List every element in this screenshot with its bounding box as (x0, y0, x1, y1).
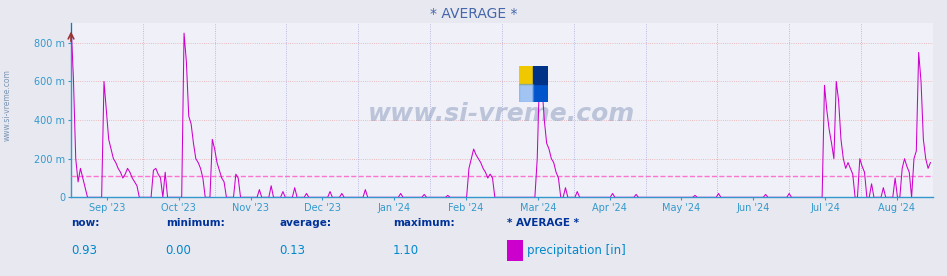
Text: 0.93: 0.93 (71, 244, 97, 257)
Text: now:: now: (71, 218, 99, 228)
Text: * AVERAGE *: * AVERAGE * (430, 7, 517, 21)
Text: * AVERAGE *: * AVERAGE * (507, 218, 579, 228)
Text: www.si-vreme.com: www.si-vreme.com (3, 69, 12, 141)
Text: 0.13: 0.13 (279, 244, 305, 257)
Text: 0.00: 0.00 (166, 244, 191, 257)
Bar (533, 66, 547, 84)
Text: 1.10: 1.10 (393, 244, 420, 257)
Bar (519, 66, 533, 84)
Bar (519, 84, 533, 102)
Text: average:: average: (279, 218, 331, 228)
Text: maximum:: maximum: (393, 218, 455, 228)
Text: www.si-vreme.com: www.si-vreme.com (368, 102, 635, 126)
Bar (533, 84, 547, 102)
Text: minimum:: minimum: (166, 218, 224, 228)
Text: precipitation [in]: precipitation [in] (527, 244, 626, 257)
